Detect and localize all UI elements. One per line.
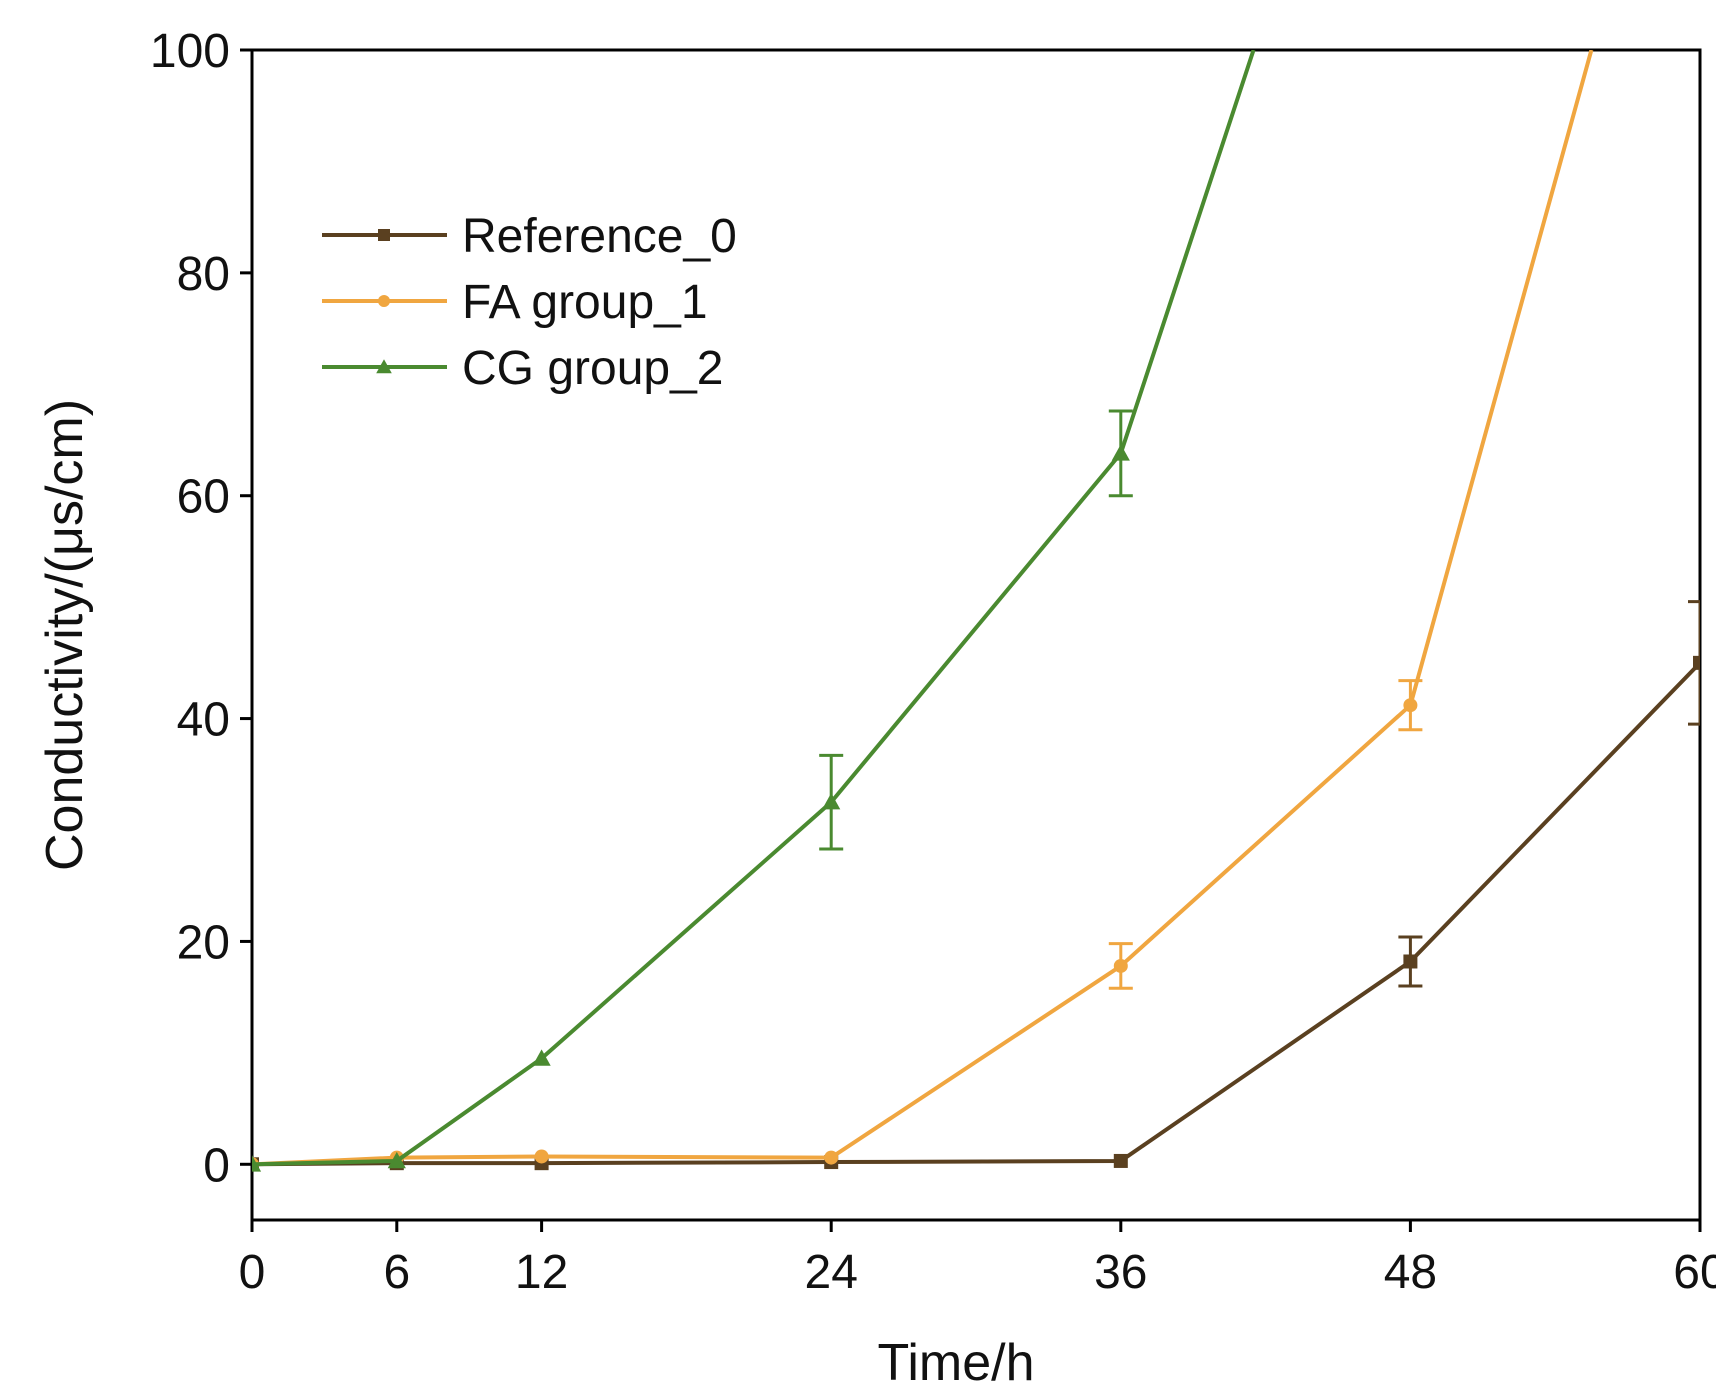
data-point-cg-group-2 xyxy=(1111,444,1130,461)
x-tick-label: 48 xyxy=(1384,1246,1437,1299)
y-tick-label: 40 xyxy=(177,694,230,747)
y-tick-label: 60 xyxy=(177,471,230,524)
legend-item-reference-0: Reference_0 xyxy=(322,210,737,263)
legend-label: Reference_0 xyxy=(462,210,737,263)
data-point-fa-group-1 xyxy=(1113,958,1128,973)
legend-swatch-marker xyxy=(378,229,390,241)
y-axis-title: Conductivity/(μs/cm) xyxy=(36,399,94,871)
data-point-reference-0 xyxy=(1113,1153,1128,1168)
data-point-fa-group-1 xyxy=(824,1150,839,1165)
data-point-cg-group-2 xyxy=(822,793,841,810)
data-point-cg-group-2 xyxy=(532,1049,551,1066)
x-tick-label: 36 xyxy=(1094,1246,1147,1299)
legend-swatch-marker xyxy=(378,295,390,307)
series-layer xyxy=(252,50,1700,1172)
series-fa-group-1 xyxy=(252,50,1594,1172)
legend-item-cg-group-2: CG group_2 xyxy=(322,342,724,395)
legend-swatch-marker xyxy=(376,359,392,374)
x-tick-label: 12 xyxy=(515,1246,568,1299)
y-tick-label: 100 xyxy=(150,25,230,78)
y-tick-label: 0 xyxy=(203,1139,230,1192)
series-line-fa-group-1 xyxy=(252,50,1594,1167)
x-axis-ticks: 0 6 12 24 36 48 60 xyxy=(239,1220,1716,1299)
legend-label: CG group_2 xyxy=(462,342,724,395)
data-point-cg-group-2 xyxy=(387,1151,406,1169)
series-line-cg-group-2 xyxy=(252,50,1256,1167)
data-point-cg-group-2 xyxy=(252,1155,262,1172)
y-tick-label: 80 xyxy=(177,248,230,301)
data-point-reference-0 xyxy=(1693,655,1700,670)
x-tick-label: 0 xyxy=(239,1246,266,1299)
y-tick-label: 20 xyxy=(177,916,230,969)
error-bar xyxy=(1688,600,1700,726)
series-line-reference-0 xyxy=(252,661,1700,1167)
series-cg-group-2 xyxy=(252,50,1256,1172)
x-tick-label: 6 xyxy=(383,1246,410,1299)
x-tick-label: 60 xyxy=(1673,1246,1716,1299)
x-axis-title: Time/h xyxy=(878,1334,1035,1392)
data-point-fa-group-1 xyxy=(1403,698,1418,713)
series-reference-0 xyxy=(252,600,1700,1172)
x-tick-label: 24 xyxy=(805,1246,858,1299)
data-point-fa-group-1 xyxy=(534,1149,549,1164)
legend: Reference_0 FA group_1 CG group_2 xyxy=(322,210,737,395)
legend-label: FA group_1 xyxy=(462,276,708,329)
legend-item-fa-group-1: FA group_1 xyxy=(322,276,708,329)
data-point-reference-0 xyxy=(1403,954,1418,969)
y-axis-ticks: 0 20 40 60 80 100 xyxy=(150,25,252,1192)
